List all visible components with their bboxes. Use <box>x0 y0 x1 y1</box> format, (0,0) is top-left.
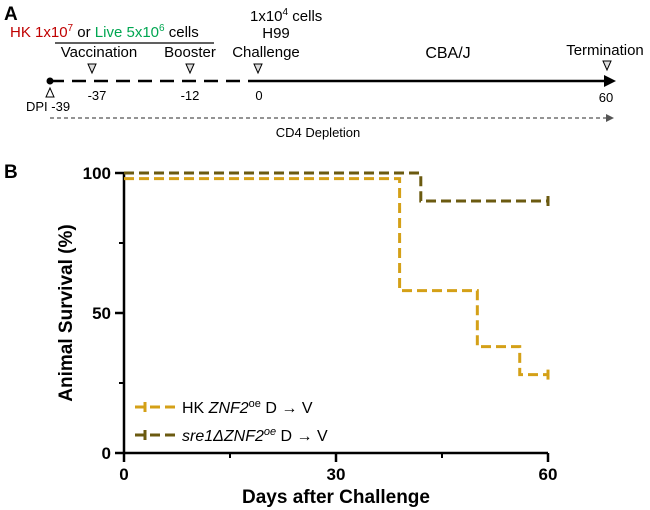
booster-marker-icon <box>185 63 195 75</box>
dose-text: HK 1x107 or Live 5x106 cells <box>10 23 199 41</box>
vaccination-marker-icon <box>87 63 97 75</box>
legend-label-2: sre1ΔZNF2oe D → V <box>182 426 328 445</box>
cd4-depletion-label: CD4 Depletion <box>276 125 361 140</box>
y-axis-title: Animal Survival (%) <box>56 224 77 401</box>
survival-chart: 0 50 100 0 30 60 Days after Challenge Animal Su… <box>56 164 557 508</box>
day-challenge: 0 <box>255 88 262 103</box>
x-axis-title: Days after Challenge <box>242 487 430 508</box>
hk-dose-exponent: 7 <box>68 23 74 34</box>
day-termination: 60 <box>599 90 613 105</box>
termination-marker-icon <box>602 60 612 72</box>
vaccination-label: Vaccination <box>61 44 137 61</box>
panel-b-label: B <box>4 162 18 183</box>
cd4-arrowhead <box>606 114 614 122</box>
mouse-strain-label: CBA/J <box>425 45 470 62</box>
or-text: or <box>77 24 90 41</box>
chart-legend: HK ZNF2oe D → V sre1ΔZNF2oe D → V <box>135 398 328 445</box>
y-tick-label: 50 <box>92 304 111 323</box>
series-line-1 <box>124 177 548 377</box>
day-vaccination: -37 <box>88 88 107 103</box>
x-tick-label: 0 <box>119 465 128 484</box>
termination-label: Termination <box>566 42 644 59</box>
booster-label: Booster <box>164 44 216 61</box>
chart-series <box>124 171 550 380</box>
cells-text: cells <box>169 24 199 41</box>
challenge-marker-icon <box>253 63 263 75</box>
x-tick-label: 30 <box>327 465 346 484</box>
live-dose-exponent: 6 <box>159 23 165 34</box>
legend-label-1: HK ZNF2oe D → V <box>182 398 313 417</box>
hk-dose: HK 1x10 <box>10 24 68 41</box>
y-tick-label: 100 <box>83 164 111 183</box>
dpi-start-label: DPI -39 <box>26 99 70 114</box>
x-tick-label: 60 <box>539 465 558 484</box>
timeline-arrowhead <box>604 75 616 87</box>
dpi-start-marker-icon <box>45 86 55 98</box>
challenge-label: Challenge <box>232 44 300 61</box>
live-dose: Live 5x10 <box>95 24 159 41</box>
y-tick-label: 0 <box>102 444 111 463</box>
panel-a-label: A <box>4 4 18 25</box>
strain-label: H99 <box>262 25 290 42</box>
day-booster: -12 <box>181 88 200 103</box>
chart-axes: 0 50 100 0 30 60 Days after Challenge Animal Su… <box>56 164 557 508</box>
challenge-dose: 1x104 cells <box>250 7 322 25</box>
